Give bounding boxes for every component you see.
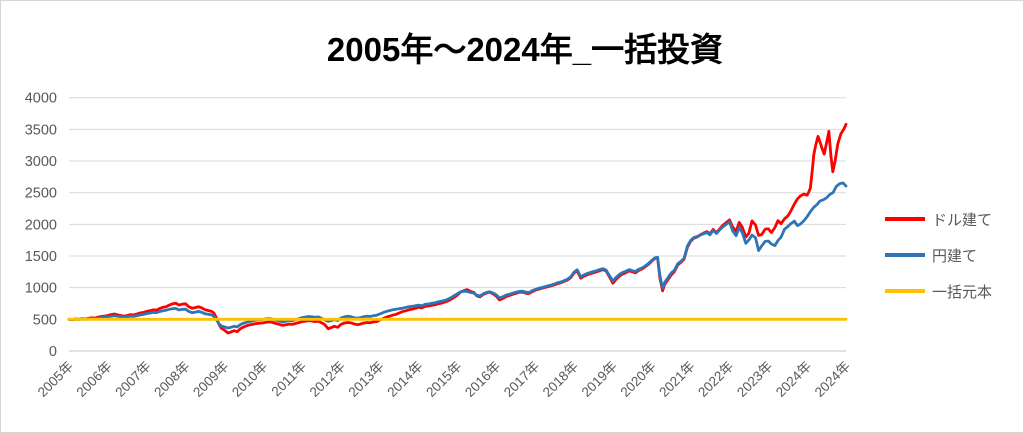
legend-item-principal: 一括元本 bbox=[885, 283, 993, 301]
x-tick-label: 2014年 bbox=[384, 359, 425, 400]
x-tick-label: 2024年 bbox=[812, 359, 853, 400]
legend-label-dollar: ドル建て bbox=[932, 211, 993, 229]
y-tick-label: 2500 bbox=[25, 186, 57, 202]
legend-item-dollar: ドル建て bbox=[885, 211, 993, 229]
x-tick-label: 2022年 bbox=[695, 359, 736, 400]
legend-item-yen: 円建て bbox=[885, 247, 978, 265]
x-tick-label: 2007年 bbox=[112, 359, 153, 400]
x-tick-label: 2011年 bbox=[269, 359, 310, 400]
series-line-yen bbox=[67, 181, 848, 330]
x-tick-label: 2006年 bbox=[74, 359, 115, 400]
legend-label-principal: 一括元本 bbox=[932, 283, 993, 301]
legend-swatch-principal bbox=[885, 289, 925, 293]
y-tick-label: 1000 bbox=[25, 281, 57, 297]
x-tick-label: 2018年 bbox=[540, 359, 581, 400]
y-tick-label: 500 bbox=[33, 312, 57, 328]
x-tick-label: 2023年 bbox=[734, 359, 775, 400]
x-tick-label: 2008年 bbox=[151, 359, 192, 400]
y-tick-label: 0 bbox=[49, 344, 57, 360]
x-tick-label: 2024年 bbox=[773, 359, 814, 400]
x-tick-label: 2005年 bbox=[35, 359, 76, 400]
x-tick-label: 2019年 bbox=[579, 359, 620, 400]
y-tick-label: 3000 bbox=[25, 154, 57, 170]
legend-swatch-dollar bbox=[885, 217, 925, 221]
chart-title: 2005年～2024年_一括投資 bbox=[326, 31, 724, 68]
y-tick-label: 2000 bbox=[25, 217, 57, 233]
x-tick-label: 2021年 bbox=[656, 359, 697, 400]
series-line-dollar bbox=[67, 122, 848, 335]
x-tick-label: 2010年 bbox=[229, 359, 270, 400]
x-tick-label: 2020年 bbox=[617, 359, 658, 400]
y-tick-label: 4000 bbox=[25, 91, 57, 107]
x-tick-label: 2009年 bbox=[190, 359, 231, 400]
y-tick-label: 3500 bbox=[25, 122, 57, 138]
x-tick-label: 2012年 bbox=[307, 359, 348, 400]
x-tick-label: 2016年 bbox=[462, 359, 503, 400]
y-tick-label: 1500 bbox=[25, 249, 57, 265]
x-tick-label: 2015年 bbox=[423, 359, 464, 400]
x-tick-label: 2013年 bbox=[346, 359, 387, 400]
x-tick-label: 2017年 bbox=[501, 359, 542, 400]
legend-label-yen: 円建て bbox=[932, 247, 978, 265]
legend-swatch-yen bbox=[885, 253, 925, 257]
